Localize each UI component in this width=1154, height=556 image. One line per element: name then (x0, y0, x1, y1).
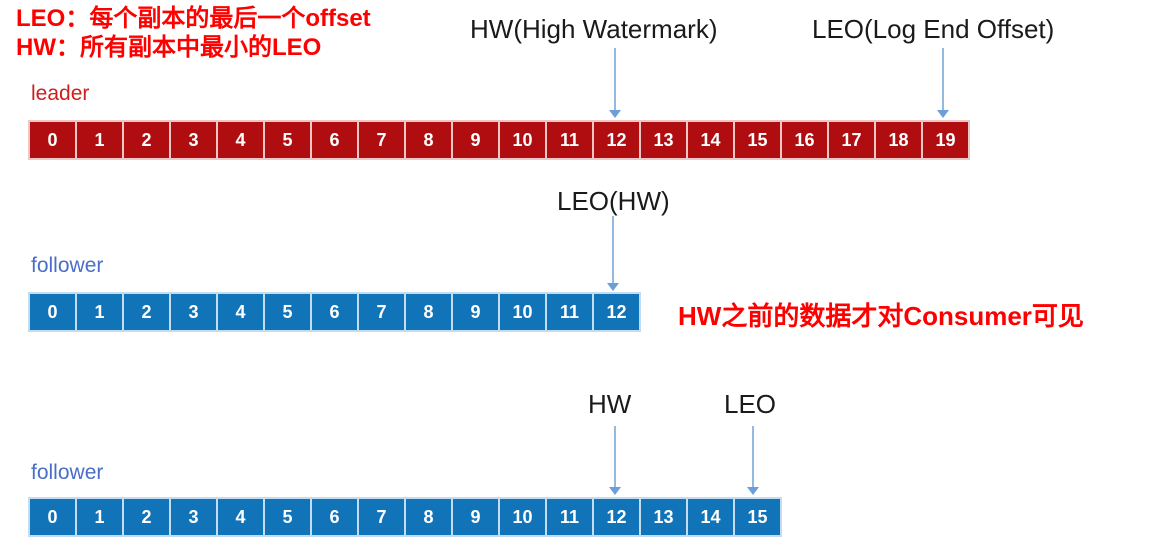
offset-cell: 0 (30, 499, 75, 535)
offset-cell: 7 (359, 294, 404, 330)
offset-cell: 15 (735, 499, 780, 535)
definitions-text: LEO：每个副本的最后一个offset HW：所有副本中最小的LEO (16, 4, 371, 62)
offset-cell: 2 (124, 122, 169, 158)
offset-cell: 9 (453, 122, 498, 158)
offset-cell: 1 (77, 294, 122, 330)
offset-cell: 8 (406, 499, 451, 535)
offset-cell: 0 (30, 122, 75, 158)
offset-cell: 5 (265, 499, 310, 535)
offset-cell: 13 (641, 499, 686, 535)
hw-short-label: HW (588, 389, 632, 419)
leader-offset-row: 0 1 2 3 4 5 6 7 8 9 10 11 12 13 14 15 16 17 18 19 (28, 120, 970, 160)
offset-cell: 11 (547, 294, 592, 330)
offset-cell: 16 (782, 122, 827, 158)
follower1-offset-row: 0 1 2 3 4 5 6 7 8 9 10 11 12 (28, 292, 641, 332)
offset-cell: 1 (77, 122, 122, 158)
offset-cell: 2 (124, 294, 169, 330)
leo-short-label: LEO (724, 389, 777, 419)
arrow-head-icon (609, 110, 621, 118)
arrow-line (942, 48, 944, 110)
offset-cell: 4 (218, 294, 263, 330)
offset-cell: 3 (171, 122, 216, 158)
arrow-line (612, 216, 614, 283)
offset-cell: 7 (359, 122, 404, 158)
offset-cell: 14 (688, 499, 733, 535)
leo-hw-label: LEO(HW) (557, 186, 670, 216)
offset-cell: 12 (594, 122, 639, 158)
offset-cell: 4 (218, 499, 263, 535)
arrow-head-icon (937, 110, 949, 118)
offset-cell: 12 (594, 294, 639, 330)
hw-definition-line: HW：所有副本中最小的LEO (16, 34, 322, 61)
follower1-label: follower (31, 254, 104, 277)
leo-hw-arrow-follower1 (607, 216, 619, 291)
offset-cell: 2 (124, 499, 169, 535)
offset-cell: 6 (312, 122, 357, 158)
offset-cell: 14 (688, 122, 733, 158)
offset-cell: 5 (265, 294, 310, 330)
follower2-label: follower (31, 461, 104, 484)
offset-cell: 10 (500, 294, 545, 330)
offset-cell: 3 (171, 499, 216, 535)
leo-definition-line: LEO：每个副本的最后一个offset (16, 5, 371, 32)
offset-cell: 19 (923, 122, 968, 158)
offset-cell: 8 (406, 122, 451, 158)
offset-cell: 0 (30, 294, 75, 330)
offset-cell: 15 (735, 122, 780, 158)
offset-cell: 7 (359, 499, 404, 535)
offset-cell: 6 (312, 294, 357, 330)
offset-cell: 10 (500, 499, 545, 535)
follower2-offset-row: 0 1 2 3 4 5 6 7 8 9 10 11 12 13 14 15 (28, 497, 782, 537)
offset-cell: 3 (171, 294, 216, 330)
hw-high-watermark-label: HW(High Watermark) (470, 14, 718, 44)
arrow-line (614, 48, 616, 110)
offset-cell: 6 (312, 499, 357, 535)
leo-arrow-follower2 (747, 426, 759, 495)
offset-cell: 4 (218, 122, 263, 158)
consumer-visibility-note: HW之前的数据才对Consumer可见 (678, 301, 1084, 331)
arrow-head-icon (609, 487, 621, 495)
leo-arrow-leader (937, 48, 949, 118)
offset-cell: 8 (406, 294, 451, 330)
leader-label: leader (31, 82, 90, 105)
offset-cell: 11 (547, 499, 592, 535)
arrow-line (614, 426, 616, 487)
hw-arrow-leader (609, 48, 621, 118)
hw-arrow-follower2 (609, 426, 621, 495)
offset-cell: 1 (77, 499, 122, 535)
arrow-head-icon (747, 487, 759, 495)
offset-cell: 10 (500, 122, 545, 158)
offset-cell: 9 (453, 294, 498, 330)
offset-cell: 12 (594, 499, 639, 535)
offset-cell: 5 (265, 122, 310, 158)
offset-cell: 13 (641, 122, 686, 158)
arrow-head-icon (607, 283, 619, 291)
offset-cell: 18 (876, 122, 921, 158)
offset-cell: 9 (453, 499, 498, 535)
arrow-line (752, 426, 754, 487)
offset-cell: 11 (547, 122, 592, 158)
offset-cell: 17 (829, 122, 874, 158)
leo-log-end-offset-label: LEO(Log End Offset) (812, 14, 1055, 44)
